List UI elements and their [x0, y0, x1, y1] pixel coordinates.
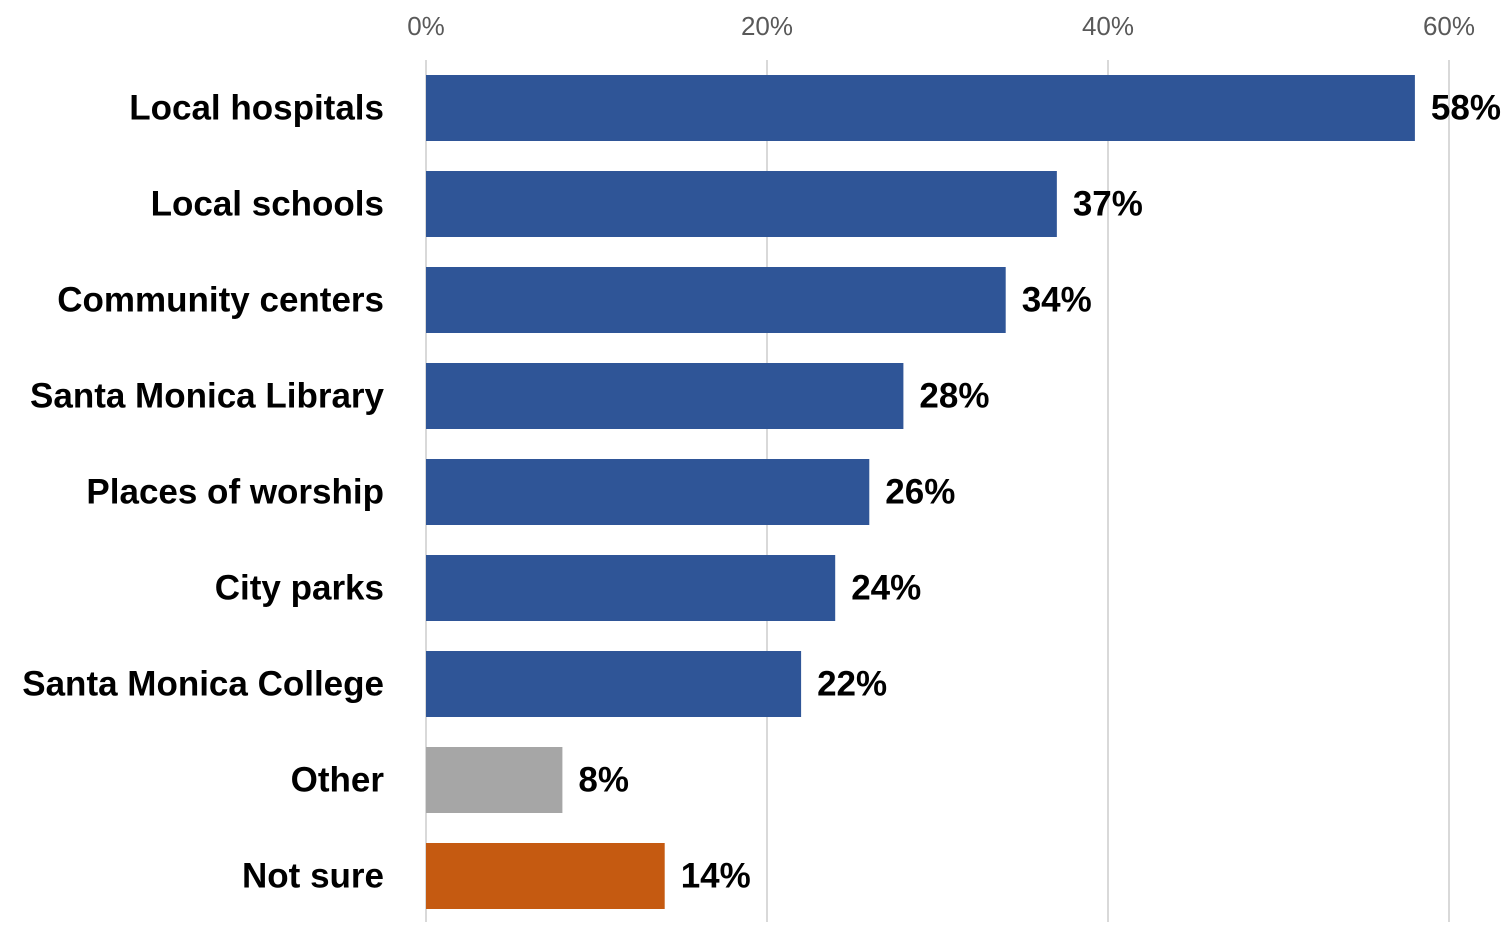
value-label: 58% — [1431, 89, 1501, 128]
category-label: Local schools — [151, 185, 384, 224]
bar-local-schools — [426, 171, 1057, 237]
category-label: Community centers — [57, 281, 384, 320]
bar-santa-monica-college — [426, 651, 802, 717]
x-tick-label: 20% — [741, 11, 793, 41]
category-labels: Local hospitals Local schools Community ce… — [22, 89, 384, 896]
x-tick-label: 60% — [1423, 11, 1475, 41]
value-label: 22% — [817, 665, 887, 704]
category-label: City parks — [215, 569, 384, 608]
category-label: Not sure — [242, 857, 384, 896]
value-label: 14% — [681, 857, 751, 896]
category-label: Other — [291, 761, 385, 800]
value-label: 28% — [919, 377, 989, 416]
x-tick-label: 0% — [407, 11, 445, 41]
category-label: Places of worship — [86, 473, 384, 512]
bar-santa-monica-library — [426, 363, 904, 429]
value-label: 8% — [578, 761, 629, 800]
x-axis-ticks: 0% 20% 40% 60% — [407, 11, 1475, 41]
bar-local-hospitals — [426, 75, 1415, 141]
value-label: 37% — [1073, 185, 1143, 224]
value-label: 26% — [885, 473, 955, 512]
bar-other — [426, 747, 563, 813]
category-label: Santa Monica Library — [30, 377, 385, 416]
bars — [426, 75, 1415, 909]
bar-city-parks — [426, 555, 836, 621]
bar-places-of-worship — [426, 459, 870, 525]
value-labels: 58% 37% 34% 28% 26% 24% 22% 8% 14% — [578, 89, 1501, 896]
bar-not-sure — [426, 843, 665, 909]
value-label: 24% — [851, 569, 921, 608]
x-tick-label: 40% — [1082, 11, 1134, 41]
value-label: 34% — [1022, 281, 1092, 320]
bar-community-centers — [426, 267, 1006, 333]
category-label: Santa Monica College — [22, 665, 384, 704]
category-label: Local hospitals — [129, 89, 384, 128]
